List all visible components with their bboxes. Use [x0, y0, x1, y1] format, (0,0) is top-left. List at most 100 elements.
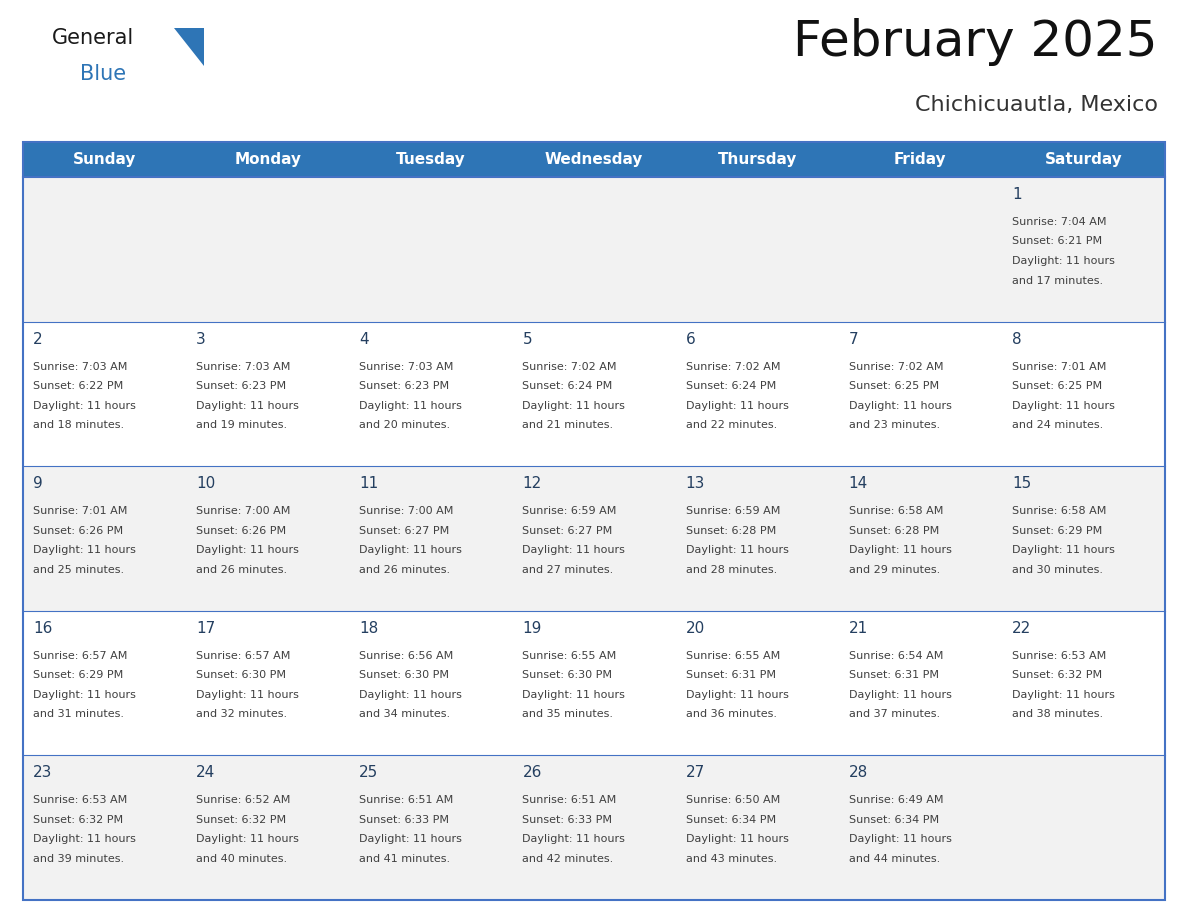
Text: Sunrise: 6:56 AM: Sunrise: 6:56 AM — [359, 651, 454, 661]
Text: and 31 minutes.: and 31 minutes. — [33, 710, 124, 720]
Text: Daylight: 11 hours: Daylight: 11 hours — [523, 400, 625, 410]
Bar — [349, 142, 512, 177]
Text: Daylight: 11 hours: Daylight: 11 hours — [359, 834, 462, 845]
Text: 8: 8 — [1012, 331, 1022, 347]
Text: 26: 26 — [523, 766, 542, 780]
Bar — [839, 177, 1001, 321]
Bar — [839, 756, 1001, 900]
Text: Sunrise: 6:57 AM: Sunrise: 6:57 AM — [33, 651, 127, 661]
Bar — [676, 756, 839, 900]
Bar — [349, 177, 512, 321]
Text: 2: 2 — [33, 331, 43, 347]
Bar — [349, 466, 512, 610]
Text: Sunrise: 6:49 AM: Sunrise: 6:49 AM — [848, 795, 943, 805]
Text: Daylight: 11 hours: Daylight: 11 hours — [33, 545, 135, 555]
Text: Sunset: 6:27 PM: Sunset: 6:27 PM — [359, 526, 449, 536]
Text: Sunrise: 7:01 AM: Sunrise: 7:01 AM — [33, 506, 127, 516]
Text: 1: 1 — [1012, 187, 1022, 202]
Text: Sunrise: 7:02 AM: Sunrise: 7:02 AM — [523, 362, 617, 372]
Text: 13: 13 — [685, 476, 704, 491]
Text: Sunrise: 6:55 AM: Sunrise: 6:55 AM — [685, 651, 779, 661]
Bar — [187, 466, 349, 610]
Text: Daylight: 11 hours: Daylight: 11 hours — [685, 689, 789, 700]
Text: 6: 6 — [685, 331, 695, 347]
Text: 9: 9 — [33, 476, 43, 491]
Text: Daylight: 11 hours: Daylight: 11 hours — [848, 834, 952, 845]
Bar — [839, 610, 1001, 756]
Text: and 38 minutes.: and 38 minutes. — [1012, 710, 1102, 720]
Bar — [839, 466, 1001, 610]
Text: 21: 21 — [848, 621, 868, 636]
Text: Sunrise: 6:58 AM: Sunrise: 6:58 AM — [1012, 506, 1106, 516]
Text: Sunday: Sunday — [72, 152, 137, 167]
Text: Sunrise: 7:01 AM: Sunrise: 7:01 AM — [1012, 362, 1106, 372]
Text: and 44 minutes.: and 44 minutes. — [848, 854, 940, 864]
Text: Daylight: 11 hours: Daylight: 11 hours — [685, 834, 789, 845]
Text: Sunrise: 6:50 AM: Sunrise: 6:50 AM — [685, 795, 779, 805]
Text: and 25 minutes.: and 25 minutes. — [33, 565, 124, 575]
Text: Sunrise: 6:53 AM: Sunrise: 6:53 AM — [1012, 651, 1106, 661]
Text: 23: 23 — [33, 766, 52, 780]
Text: Sunrise: 7:04 AM: Sunrise: 7:04 AM — [1012, 217, 1106, 227]
Text: 18: 18 — [359, 621, 379, 636]
Text: Sunrise: 7:00 AM: Sunrise: 7:00 AM — [359, 506, 454, 516]
Text: Sunset: 6:30 PM: Sunset: 6:30 PM — [196, 670, 286, 680]
Text: Sunset: 6:33 PM: Sunset: 6:33 PM — [523, 815, 613, 825]
Text: Sunset: 6:32 PM: Sunset: 6:32 PM — [33, 815, 124, 825]
Text: Sunset: 6:34 PM: Sunset: 6:34 PM — [685, 815, 776, 825]
Text: and 30 minutes.: and 30 minutes. — [1012, 565, 1102, 575]
Text: Sunset: 6:30 PM: Sunset: 6:30 PM — [359, 670, 449, 680]
Text: Sunset: 6:31 PM: Sunset: 6:31 PM — [848, 670, 939, 680]
Text: Daylight: 11 hours: Daylight: 11 hours — [685, 545, 789, 555]
Text: and 29 minutes.: and 29 minutes. — [848, 565, 940, 575]
Bar — [1001, 177, 1165, 321]
Text: and 17 minutes.: and 17 minutes. — [1012, 275, 1102, 285]
Text: 15: 15 — [1012, 476, 1031, 491]
Text: 5: 5 — [523, 331, 532, 347]
Text: Sunset: 6:32 PM: Sunset: 6:32 PM — [1012, 670, 1102, 680]
Text: Daylight: 11 hours: Daylight: 11 hours — [33, 834, 135, 845]
Text: Daylight: 11 hours: Daylight: 11 hours — [1012, 689, 1114, 700]
Text: Daylight: 11 hours: Daylight: 11 hours — [359, 545, 462, 555]
Text: and 41 minutes.: and 41 minutes. — [359, 854, 450, 864]
Bar — [23, 756, 187, 900]
Text: Sunset: 6:32 PM: Sunset: 6:32 PM — [196, 815, 286, 825]
Text: and 37 minutes.: and 37 minutes. — [848, 710, 940, 720]
Text: 12: 12 — [523, 476, 542, 491]
Text: Friday: Friday — [895, 152, 947, 167]
Text: Daylight: 11 hours: Daylight: 11 hours — [848, 545, 952, 555]
Bar — [349, 610, 512, 756]
Text: Daylight: 11 hours: Daylight: 11 hours — [196, 689, 299, 700]
Text: Sunrise: 6:59 AM: Sunrise: 6:59 AM — [685, 506, 781, 516]
Text: Sunrise: 7:03 AM: Sunrise: 7:03 AM — [33, 362, 127, 372]
Bar — [512, 610, 676, 756]
Text: Daylight: 11 hours: Daylight: 11 hours — [1012, 400, 1114, 410]
Text: General: General — [52, 28, 134, 48]
Bar — [349, 756, 512, 900]
Text: Tuesday: Tuesday — [396, 152, 466, 167]
Bar — [512, 466, 676, 610]
Bar — [23, 142, 1165, 900]
Bar — [1001, 466, 1165, 610]
Text: and 35 minutes.: and 35 minutes. — [523, 710, 613, 720]
Text: Sunset: 6:29 PM: Sunset: 6:29 PM — [1012, 526, 1102, 536]
Text: 27: 27 — [685, 766, 704, 780]
Bar — [1001, 756, 1165, 900]
Text: Sunset: 6:28 PM: Sunset: 6:28 PM — [848, 526, 939, 536]
Text: and 24 minutes.: and 24 minutes. — [1012, 420, 1104, 431]
Text: Wednesday: Wednesday — [545, 152, 643, 167]
Text: Sunrise: 6:51 AM: Sunrise: 6:51 AM — [523, 795, 617, 805]
Text: Sunset: 6:34 PM: Sunset: 6:34 PM — [848, 815, 939, 825]
Text: Sunrise: 6:53 AM: Sunrise: 6:53 AM — [33, 795, 127, 805]
Bar — [23, 142, 187, 177]
Text: Saturday: Saturday — [1044, 152, 1123, 167]
Bar — [512, 177, 676, 321]
Text: 28: 28 — [848, 766, 868, 780]
Bar — [23, 177, 187, 321]
Text: Daylight: 11 hours: Daylight: 11 hours — [848, 689, 952, 700]
Text: Daylight: 11 hours: Daylight: 11 hours — [359, 689, 462, 700]
Text: February 2025: February 2025 — [794, 18, 1158, 66]
Text: 7: 7 — [848, 331, 859, 347]
Text: Sunrise: 7:02 AM: Sunrise: 7:02 AM — [685, 362, 781, 372]
Bar — [23, 321, 187, 466]
